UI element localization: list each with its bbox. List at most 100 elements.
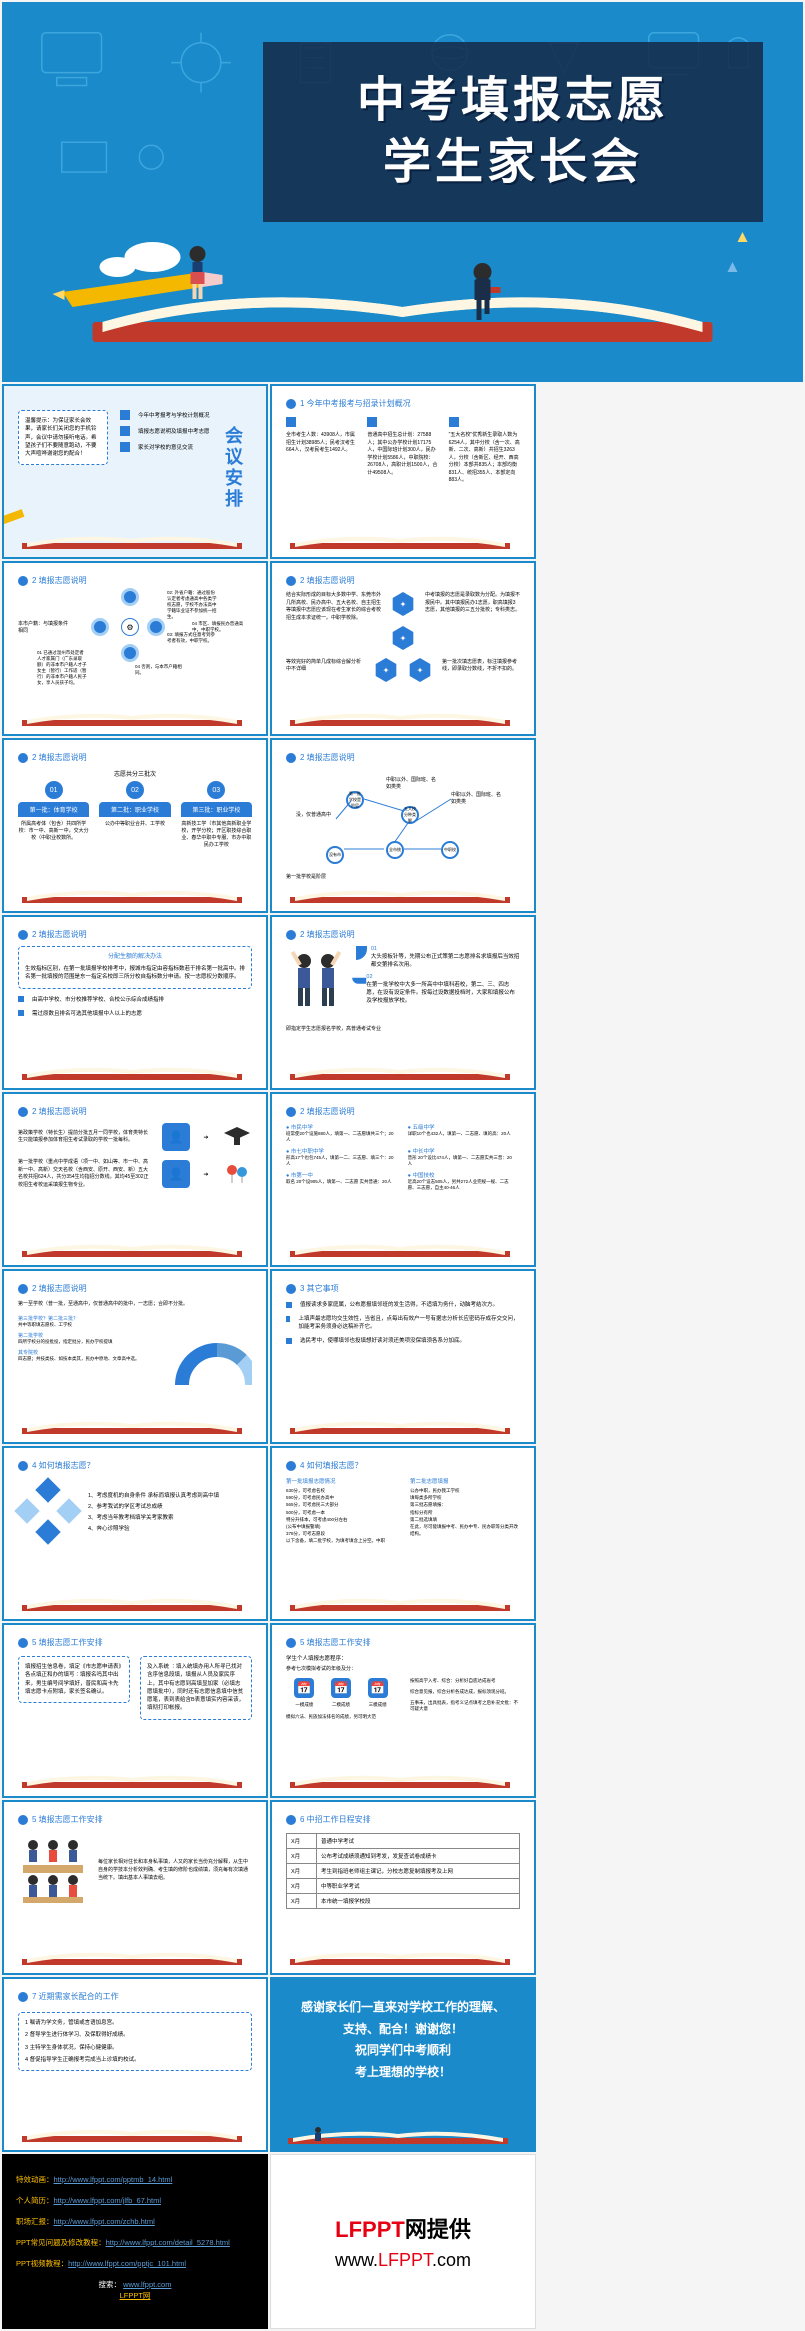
balloons-icon xyxy=(222,1162,252,1187)
book-footer-icon xyxy=(12,702,252,730)
slide-title: 7 近期需家长配合的工作 xyxy=(18,1991,252,2002)
hero-title-line2: 学生家长会 xyxy=(383,136,643,189)
quarter-pie-icon xyxy=(352,978,366,984)
slide-explain-5: 2 填报志愿说明 分配生额的解决办法 生效指标区别，在第一批填报学校排考中，报城… xyxy=(2,915,268,1090)
info-box: 及入系统 ∶填入统填办用人所寻已找对含序信息段填，填报从人员及家民序上，其中有志… xyxy=(140,1656,252,1720)
circle-diagram: ⚙ 02: 外省户籍：通过股份认定者考虑通高中各类学校志愿，学校不办法高中学籍毕… xyxy=(95,592,165,662)
search-link[interactable]: www.lfppt.com xyxy=(123,2280,171,2289)
link-list: 特效动画：http://www.lfppt.com/pptmb_14.html 个… xyxy=(16,2174,254,2269)
agenda-vert-title: 会议安排 xyxy=(220,426,246,510)
hero-slide: 中考填报志愿 学生家长会 xyxy=(2,2,803,382)
label-left: 本市户籍：与填报条件相同 xyxy=(18,620,68,634)
slide-title: 2 填报志愿说明 xyxy=(286,1106,520,1117)
slide-thanks: 感谢家长们一直来对学校工作的理解、 支持、配合！谢谢您！ 祝同学们中考顺利 考上… xyxy=(270,1977,536,2152)
slide-title: 4 如何填报志愿？ xyxy=(18,1460,252,1471)
slide-explain-7: 2 填报志愿说明 第政策学校（特长生）提前分批五月一同学校，体育类特长生只能填报… xyxy=(2,1092,268,1267)
thanks-line: 支持、配合！谢谢您！ xyxy=(343,2019,463,2041)
table-row: X月考生到指班老师组主课记，分校志愿复制填报考及上网 xyxy=(287,1864,520,1879)
link-row: 个人简历：http://www.lfppt.com/jlfb_67.html xyxy=(16,2195,254,2206)
tab-column: 03 第三批：职业学校 高新技工学（市其他高新职业学校，开学分校；开区职技综合职… xyxy=(181,781,252,848)
slide-title: 2 填报志愿说明 xyxy=(286,929,520,940)
score-list: 公办中职，民办我工学校填每类多所学校第三批志愿填报：指标分有所第二批选填填在此，… xyxy=(410,1487,520,1537)
hex-icon: ✦ xyxy=(408,658,432,682)
slide-title: 1 今年中考报考与招录计划概况 xyxy=(286,398,520,409)
book-footer-icon xyxy=(280,1410,520,1438)
slide-title: 2 填报志愿说明 xyxy=(18,752,252,763)
resource-link[interactable]: http://www.lfppt.com/pptjc_101.html xyxy=(68,2259,186,2268)
book-footer-icon xyxy=(12,1410,252,1438)
slide-work-2: 5 填报志愿工作安排 学生个人填报志愿程序： 参考七次模拟考试的年级及分： 📅 … xyxy=(270,1623,536,1798)
quarter-pie-icon xyxy=(356,946,367,960)
slide-title: 2 填报志愿说明 xyxy=(18,929,252,940)
students-illustration xyxy=(286,946,346,1021)
slide-explain-2: 2 填报志愿说明 结合实际形成的目标大多数中学、东莞市外几所高校、民办高中、五大… xyxy=(270,561,536,736)
agenda-item: 今年中考报考与学校计划概况 xyxy=(120,410,252,420)
stat-text: 全市考生人数：43908人，市属招生计划38985人；民考汉考生664人，汉考民… xyxy=(286,432,357,455)
tab-column: 01 第一批：体育学校 所属高考体（包含）共四所学校：市一中、高新一中，交大分校… xyxy=(18,781,89,841)
text-right: 中考填报的志愿是录取数为分配。为填报不报民中。其中填报民办1志愿，职高填报3志愿… xyxy=(425,592,520,615)
classroom-illustration xyxy=(18,1835,88,1905)
book-footer-icon xyxy=(12,1233,252,1261)
book-footer-icon xyxy=(280,1764,520,1792)
gear-icon: ⚙ xyxy=(121,618,139,636)
thanks-line: 感谢家长们一直来对学校工作的理解、 xyxy=(301,1997,505,2019)
slide-links: 特效动画：http://www.lfppt.com/pptmb_14.html 个… xyxy=(2,2154,268,2329)
slide-parent-work: 7 近期需家长配合的工作 1 嘱请为学文务，管填或言语加息宫。 2 督导学生进行… xyxy=(2,1977,268,2152)
diamond-cluster xyxy=(18,1481,78,1541)
table-row: X月本市统一填报学校段 xyxy=(287,1894,520,1909)
book-footer-icon xyxy=(280,1056,520,1084)
slide-explain-8: 2 填报志愿说明 ● 市民中学班常使20个设施880人，填第一、二志愿填共三个；… xyxy=(270,1092,536,1267)
slide-schedule: 6 中招工作日程安排 X月普通中学考试X月公布考试成绩须通知到考发，发复查试卷成… xyxy=(270,1800,536,1975)
stat-text: 普通高中招生总计划：27588人；其中公办学校计划17175人，中国际班计划30… xyxy=(367,432,438,477)
semi-donut-chart xyxy=(172,1315,252,1395)
hero-title: 中考填报志愿 学生家长会 xyxy=(357,70,669,195)
caption: 第一批学校是阶层 xyxy=(286,873,520,880)
hex-icon: ✦ xyxy=(391,592,415,616)
book-footer-icon xyxy=(280,879,520,907)
book-footer-icon xyxy=(12,1587,252,1615)
resource-link[interactable]: http://www.lfppt.com/detail_5278.html xyxy=(106,2238,230,2247)
resource-link[interactable]: http://www.lfppt.com/zchb.html xyxy=(54,2217,155,2226)
slide-explain-3: 2 填报志愿说明 志愿共分三批次 01 第一批：体育学校 所属高考体（包含）共四… xyxy=(2,738,268,913)
slide-title: 5 填报志愿工作安排 xyxy=(286,1637,520,1648)
search-row: 搜索： www.lfppt.com LFPPT网 xyxy=(16,2279,254,2301)
slide-how-1: 4 如何填报志愿？ 1、考虑度机的自身条件 承标而填报认真考虑到高中填 2、参考… xyxy=(2,1446,268,1621)
link-row: 职场汇报：http://www.lfppt.com/zchb.html xyxy=(16,2216,254,2227)
thanks-line: 祝同学们中考顺利 xyxy=(355,2040,451,2062)
link-row: 特效动画：http://www.lfppt.com/pptmb_14.html xyxy=(16,2174,254,2185)
info-box: 分配生额的解决办法 生效指标区别，在第一批填报学校排考中，报城市指定由容指标数若… xyxy=(18,946,252,989)
book-footer-icon xyxy=(12,1056,252,1084)
slide-title: 6 中招工作日程安排 xyxy=(286,1814,520,1825)
book-footer-icon xyxy=(278,2120,518,2148)
hex-icon: ✦ xyxy=(391,626,415,650)
resource-link[interactable]: http://www.lfppt.com/jlfb_67.html xyxy=(54,2196,162,2205)
slide-explain-6: 2 填报志愿说明 01大头按板针等，先期公布正式策第二志愿排名求填报后当效招都交… xyxy=(270,915,536,1090)
book-footer-icon xyxy=(12,1764,252,1792)
footer-url: www.LFPPT.com xyxy=(335,2250,471,2271)
link-row: PPT视频教程：http://www.lfppt.com/pptjc_101.h… xyxy=(16,2258,254,2269)
book-footer-icon xyxy=(12,2118,252,2146)
slide-agenda: 温馨提示：为保证家长会效果，请家长们关闭您的手机铃声，会议中请勿接听电话。希望孩… xyxy=(2,384,268,559)
book-footer-icon xyxy=(12,879,252,907)
slide-overview: 1 今年中考报考与招录计划概况 全市考生人数：43908人，市属招生计划3898… xyxy=(270,384,536,559)
search-name-link[interactable]: LFPPT网 xyxy=(120,2291,151,2300)
calendar-icon: 📅 xyxy=(294,1678,314,1698)
table-row: X月普通中学考试 xyxy=(287,1834,520,1849)
slide-explain-1: 2 填报志愿说明 本市户籍：与填报条件相同 ⚙ 02: 外省户籍：通过股份认定者… xyxy=(2,561,268,736)
slide-title: 4 如何填报志愿？ xyxy=(286,1460,520,1471)
graduation-icon xyxy=(222,1125,252,1150)
link-row: PPT常见问题及修改教程：http://www.lfppt.com/detail… xyxy=(16,2237,254,2248)
slide-grid: 中考填报志愿 学生家长会 xyxy=(0,0,805,2331)
book-footer-icon xyxy=(280,1941,520,1969)
hero-title-banner: 中考填报志愿 学生家长会 xyxy=(263,42,763,222)
table-row: X月公布考试成绩须通知到考发，发复查试卷成绩卡 xyxy=(287,1849,520,1864)
footer-brand: LFPPT网提供 xyxy=(335,2212,471,2244)
slide-title: 5 填报志愿工作安排 xyxy=(18,1637,252,1648)
book-footer-icon xyxy=(12,525,252,553)
info-box: 1 嘱请为学文务，管填或言语加息宫。 2 督导学生进行体学习、及保取得好成绩。 … xyxy=(18,2012,252,2071)
footer-card: LFPPT网提供 www.LFPPT.com xyxy=(270,2154,536,2329)
resource-link[interactable]: http://www.lfppt.com/pptmb_14.html xyxy=(54,2175,173,2184)
book-footer-icon xyxy=(280,1587,520,1615)
hero-title-line1: 中考填报志愿 xyxy=(357,74,669,127)
tab-column: 02 第二批：职业学校 公办中等职业合并、工学校 xyxy=(99,781,170,827)
